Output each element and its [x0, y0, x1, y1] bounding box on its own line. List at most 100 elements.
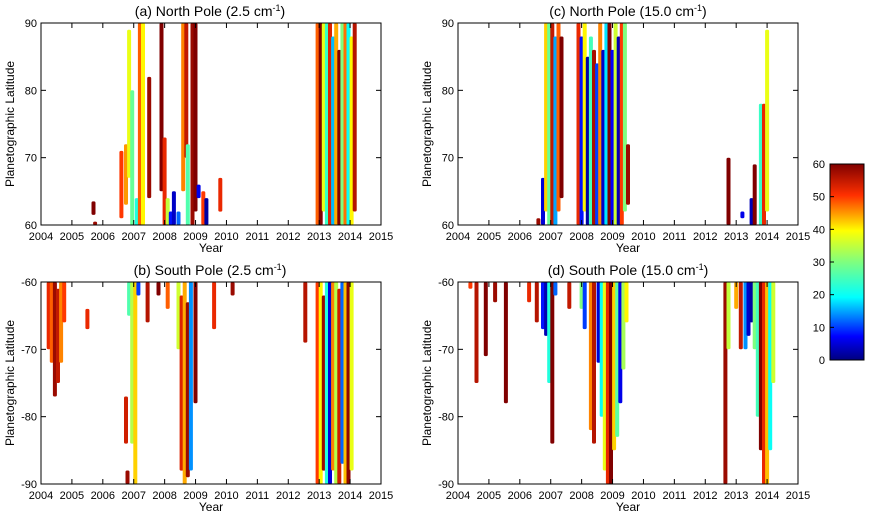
panel-c-xtick-label-5: 2009 — [600, 231, 624, 243]
panel-b-strip-8 — [125, 470, 130, 484]
panel-a-strip-35 — [346, 23, 351, 225]
panel-a-strip-11 — [162, 137, 167, 225]
panel-d-strip-32 — [746, 282, 751, 336]
panel-c-xtick-label-3: 2007 — [538, 231, 562, 243]
panel-d-strip-25 — [621, 282, 626, 370]
panel-b-xtick-label-6: 2010 — [214, 490, 238, 502]
panel-b-xtick-label-1: 2005 — [60, 490, 84, 502]
panel-d-xtick-label-8: 2012 — [693, 490, 717, 502]
panel-b-xlabel: Year — [199, 500, 223, 514]
panel-b-xtick-label-4: 2008 — [152, 490, 176, 502]
panel-d-title: (d) South Pole (15.0 cm-1) — [548, 262, 709, 278]
panel-a-strip-12 — [165, 198, 170, 225]
panel-a-strips — [91, 23, 357, 226]
colorbar-gradient — [829, 163, 865, 361]
panel-a-strip-37 — [352, 23, 357, 212]
panel-d-strips — [468, 282, 776, 484]
panel-b-strip-15 — [165, 282, 170, 309]
panel-b-ticks: 2004 2005 2006 2007 2008 2009 2010 2011 2012 2013… — [21, 277, 393, 502]
panel-b-strip-26 — [318, 282, 323, 484]
panel-d-strip-29 — [734, 282, 739, 309]
panel-b-strip-0 — [46, 282, 51, 350]
panel-a-strip-23 — [204, 198, 209, 225]
panel-c-strip-13 — [592, 49, 596, 226]
panel-c-strip-24 — [626, 144, 630, 205]
panel-b-strip-3 — [56, 288, 60, 383]
panel-d-strip-5 — [527, 282, 532, 303]
panel-d-ytick-label-2: -80 — [438, 412, 454, 424]
panel-b-strips — [46, 282, 354, 484]
panel-c-strip-8 — [576, 23, 581, 225]
panel-d-ticks: 2004 2005 2006 2007 2008 2009 2010 2011 2012 2013… — [438, 277, 810, 502]
panel-a-strip-32 — [337, 49, 342, 226]
panel-b-strip-1 — [49, 282, 54, 363]
panel-d-ylabel: Planetographic Latitude — [420, 320, 434, 446]
panel-a-strip-33 — [340, 23, 345, 225]
panel-a-strip-21 — [196, 184, 201, 199]
panel-a-strip-7 — [137, 23, 142, 225]
panel-a-strip-13 — [168, 211, 173, 225]
panel-d-xtick-label-3: 2007 — [538, 490, 562, 502]
panel-d-strip-20 — [605, 282, 610, 484]
panel-c-strip-7 — [559, 36, 564, 199]
panel-c-strip-23 — [622, 23, 627, 212]
panel-b-strip-9 — [127, 282, 132, 316]
panel-a-xtick-label-4: 2008 — [152, 231, 176, 243]
panel-a-strip-2 — [119, 150, 124, 219]
panel-a-xtick-label-0: 2004 — [29, 231, 53, 243]
panel-a-strip-27 — [321, 23, 326, 212]
panel-d-strip-15 — [588, 282, 593, 431]
panel-d-xtick-label-1: 2005 — [477, 490, 501, 502]
panel-b-strip-22 — [212, 282, 217, 330]
panel-c-strip-20 — [613, 23, 618, 225]
panel-d-strip-36 — [758, 282, 763, 451]
panel-b-strip-4 — [59, 282, 64, 363]
panel-c-strip-26 — [740, 211, 745, 219]
panel-b-strip-27 — [321, 295, 326, 471]
panel-c-strip-28 — [752, 164, 757, 225]
panel-b-xtick-label-8: 2012 — [276, 490, 300, 502]
panel-d-strip-10 — [550, 282, 555, 444]
panel-a-strip-5 — [130, 90, 135, 225]
panel-d-strip-12 — [567, 282, 572, 309]
panel-d-xtick-label-6: 2010 — [631, 490, 655, 502]
panel-b-strip-17 — [179, 295, 184, 471]
panel-a-xtick-label-9: 2013 — [307, 231, 331, 243]
panel-c-strip-11 — [585, 56, 590, 226]
panel-a-xlabel: Year — [199, 241, 223, 255]
panel-c-xtick-label-2: 2006 — [508, 231, 532, 243]
panel-d-strip-22 — [612, 282, 617, 451]
panel-c-ytick-label-3: 90 — [442, 18, 454, 30]
panel-b-strip-10 — [130, 282, 135, 444]
panel-a-strip-18 — [185, 144, 190, 225]
panel-a-strip-1 — [93, 221, 98, 225]
panel-d-strip-14 — [582, 282, 587, 330]
panel-d-strip-30 — [738, 282, 743, 350]
panel-b-ytick-label-2: -80 — [21, 412, 37, 424]
panel-d-strip-17 — [596, 282, 601, 363]
panel-c-strip-2 — [544, 23, 549, 212]
panel-b-strip-12 — [136, 282, 141, 296]
panel-c-ticks: 2004 2005 2006 2007 2008 2009 2010 2011 2012 2013… — [442, 18, 810, 243]
panel-a-strip-25 — [315, 23, 320, 225]
panel-d-strip-6 — [534, 282, 539, 323]
panel-a-strip-20 — [193, 23, 198, 212]
panel-b-xtick-label-11: 2015 — [369, 490, 393, 502]
panel-a-strip-28 — [324, 23, 329, 225]
panel-d-strip-1 — [474, 282, 479, 383]
panel-a-strip-17 — [184, 23, 189, 158]
panel-a-strip-3 — [124, 144, 128, 205]
panel-d: (d) South Pole (15.0 cm-1) 2004 2005 2006 2… — [420, 262, 810, 514]
panel-a-strip-31 — [334, 23, 339, 225]
panel-b-strip-14 — [156, 282, 161, 296]
panel-b-xtick-label-10: 2014 — [338, 490, 362, 502]
panel-a-strip-0 — [91, 201, 96, 215]
panel-d-strip-2 — [483, 282, 488, 357]
panel-b-strip-36 — [349, 282, 354, 471]
panel-d-strip-4 — [503, 282, 508, 404]
panel-a-xtick-label-11: 2015 — [369, 231, 393, 243]
panel-d-strip-27 — [723, 282, 728, 484]
panel-b-xtick-label-7: 2011 — [246, 490, 270, 502]
panel-d-strip-39 — [768, 282, 773, 451]
colorbar-tick-label-3: 30 — [813, 257, 825, 269]
